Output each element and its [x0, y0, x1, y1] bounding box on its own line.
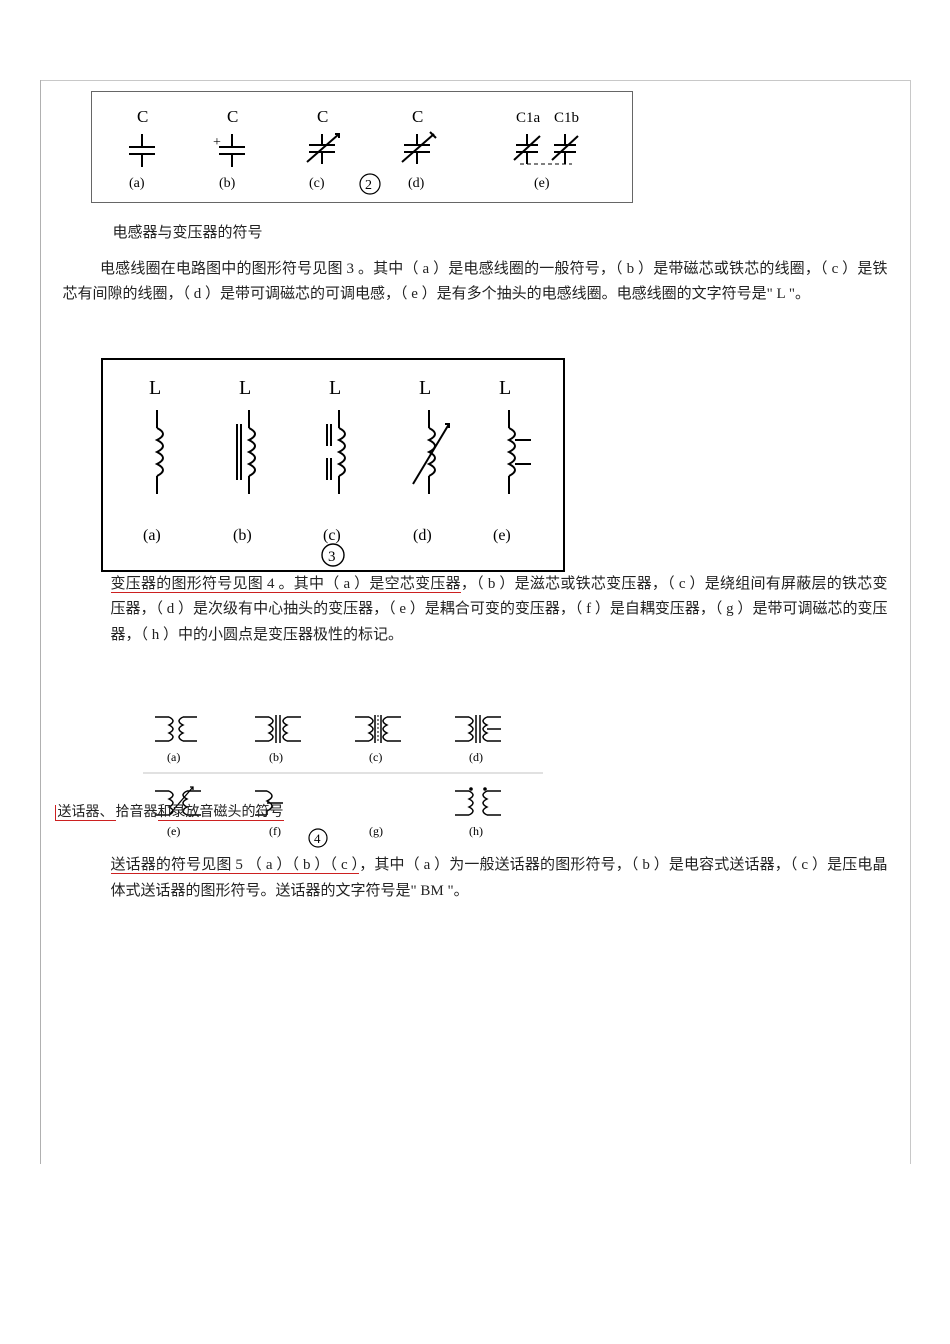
fig3-label-l-b: L	[239, 377, 251, 399]
section3-paragraph: 变压器的图形符号见图 4 。其中（ a ）是空芯变压器，（ b ）是滋芯或铁芯变…	[111, 572, 888, 649]
fig4-caption-part-c: 和录放	[158, 805, 200, 821]
fig2-sub-c: (c)	[309, 176, 325, 191]
section4-paragraph: 送话器的符号见图 5 （ a ）（ b ）（ c ），其中（ a ）为一般送话器…	[111, 853, 888, 904]
fig2-label-c1b: C1b	[554, 110, 579, 126]
fig4-sub-h: (h)	[469, 824, 483, 838]
fig2-sub-a: (a)	[129, 176, 145, 191]
figure-2-svg: C (a) C + (b)	[92, 92, 632, 202]
fig3-sub-e: (e)	[493, 527, 511, 544]
fig3-sub-a: (a)	[143, 527, 161, 544]
fig2-sub-d: (d)	[408, 176, 425, 191]
figure-4: (a) (b)	[143, 703, 543, 853]
fig2-label-c-d: C	[412, 107, 423, 126]
fig4-circled-4: 4	[314, 831, 321, 846]
fig3-label-l-a: L	[149, 377, 161, 399]
fig3-label-l-c: L	[329, 377, 341, 399]
page-container: C (a) C + (b)	[40, 80, 911, 1164]
fig2-label-c-c: C	[317, 107, 328, 126]
section4-lead-underlined: 送话器的符号见图 5 （ a ）（ b ）（ c ）	[111, 857, 360, 874]
fig4-sub-g: (g)	[369, 824, 383, 838]
fig4-sub-a: (a)	[167, 750, 180, 764]
fig4-inner-caption: 送话器、拾音器和录放音磁头的符号	[55, 801, 284, 825]
figure-2: C (a) C + (b)	[91, 91, 633, 203]
fig2-label-c-a: C	[137, 107, 148, 126]
bottom-whitespace	[51, 904, 900, 1164]
content-area: C (a) C + (b)	[41, 80, 911, 1164]
fig4-sub-e: (e)	[167, 824, 180, 838]
fig4-sub-b: (b)	[269, 750, 283, 764]
fig3-circled-3: 3	[328, 549, 336, 565]
fig3-label-l-e: L	[499, 377, 511, 399]
section3-lead-underlined: 变压器的图形符号见图 4 。其中（ a ）是空芯变压器	[111, 576, 461, 593]
fig2-sub-b: (b)	[219, 176, 236, 191]
fig2-circled-2: 2	[365, 178, 372, 193]
figure-4-svg: (a) (b)	[143, 703, 543, 853]
fig4-sub-c: (c)	[369, 750, 382, 764]
fig4-sub-d: (d)	[469, 750, 483, 764]
figure-3-svg: L (a) L (b) L	[103, 360, 563, 570]
fig2-label-c1a: C1a	[516, 110, 541, 126]
fig4-sub-f: (f)	[269, 824, 281, 838]
fig4-caption-part-d: 音磁头的符号	[200, 805, 284, 821]
fig3-sub-c: (c)	[323, 527, 341, 544]
fig3-sub-d: (d)	[413, 527, 432, 544]
section2-heading: 电感器与变压器的符号	[113, 221, 900, 247]
fig4-caption-part-a: 送话器、	[55, 805, 116, 821]
fig3-label-l-d: L	[419, 377, 431, 399]
fig3-sub-b: (b)	[233, 527, 252, 544]
fig2-label-c-b: C	[227, 107, 238, 126]
fig4-caption-part-b: 拾音器	[116, 805, 158, 820]
figure-3: L (a) L (b) L	[101, 358, 565, 572]
fig2-sub-e: (e)	[534, 176, 550, 191]
section2-paragraph: 电感线圈在电路图中的图形符号见图 3 。其中（ a ）是电感线圈的一般符号，（ …	[63, 257, 888, 308]
